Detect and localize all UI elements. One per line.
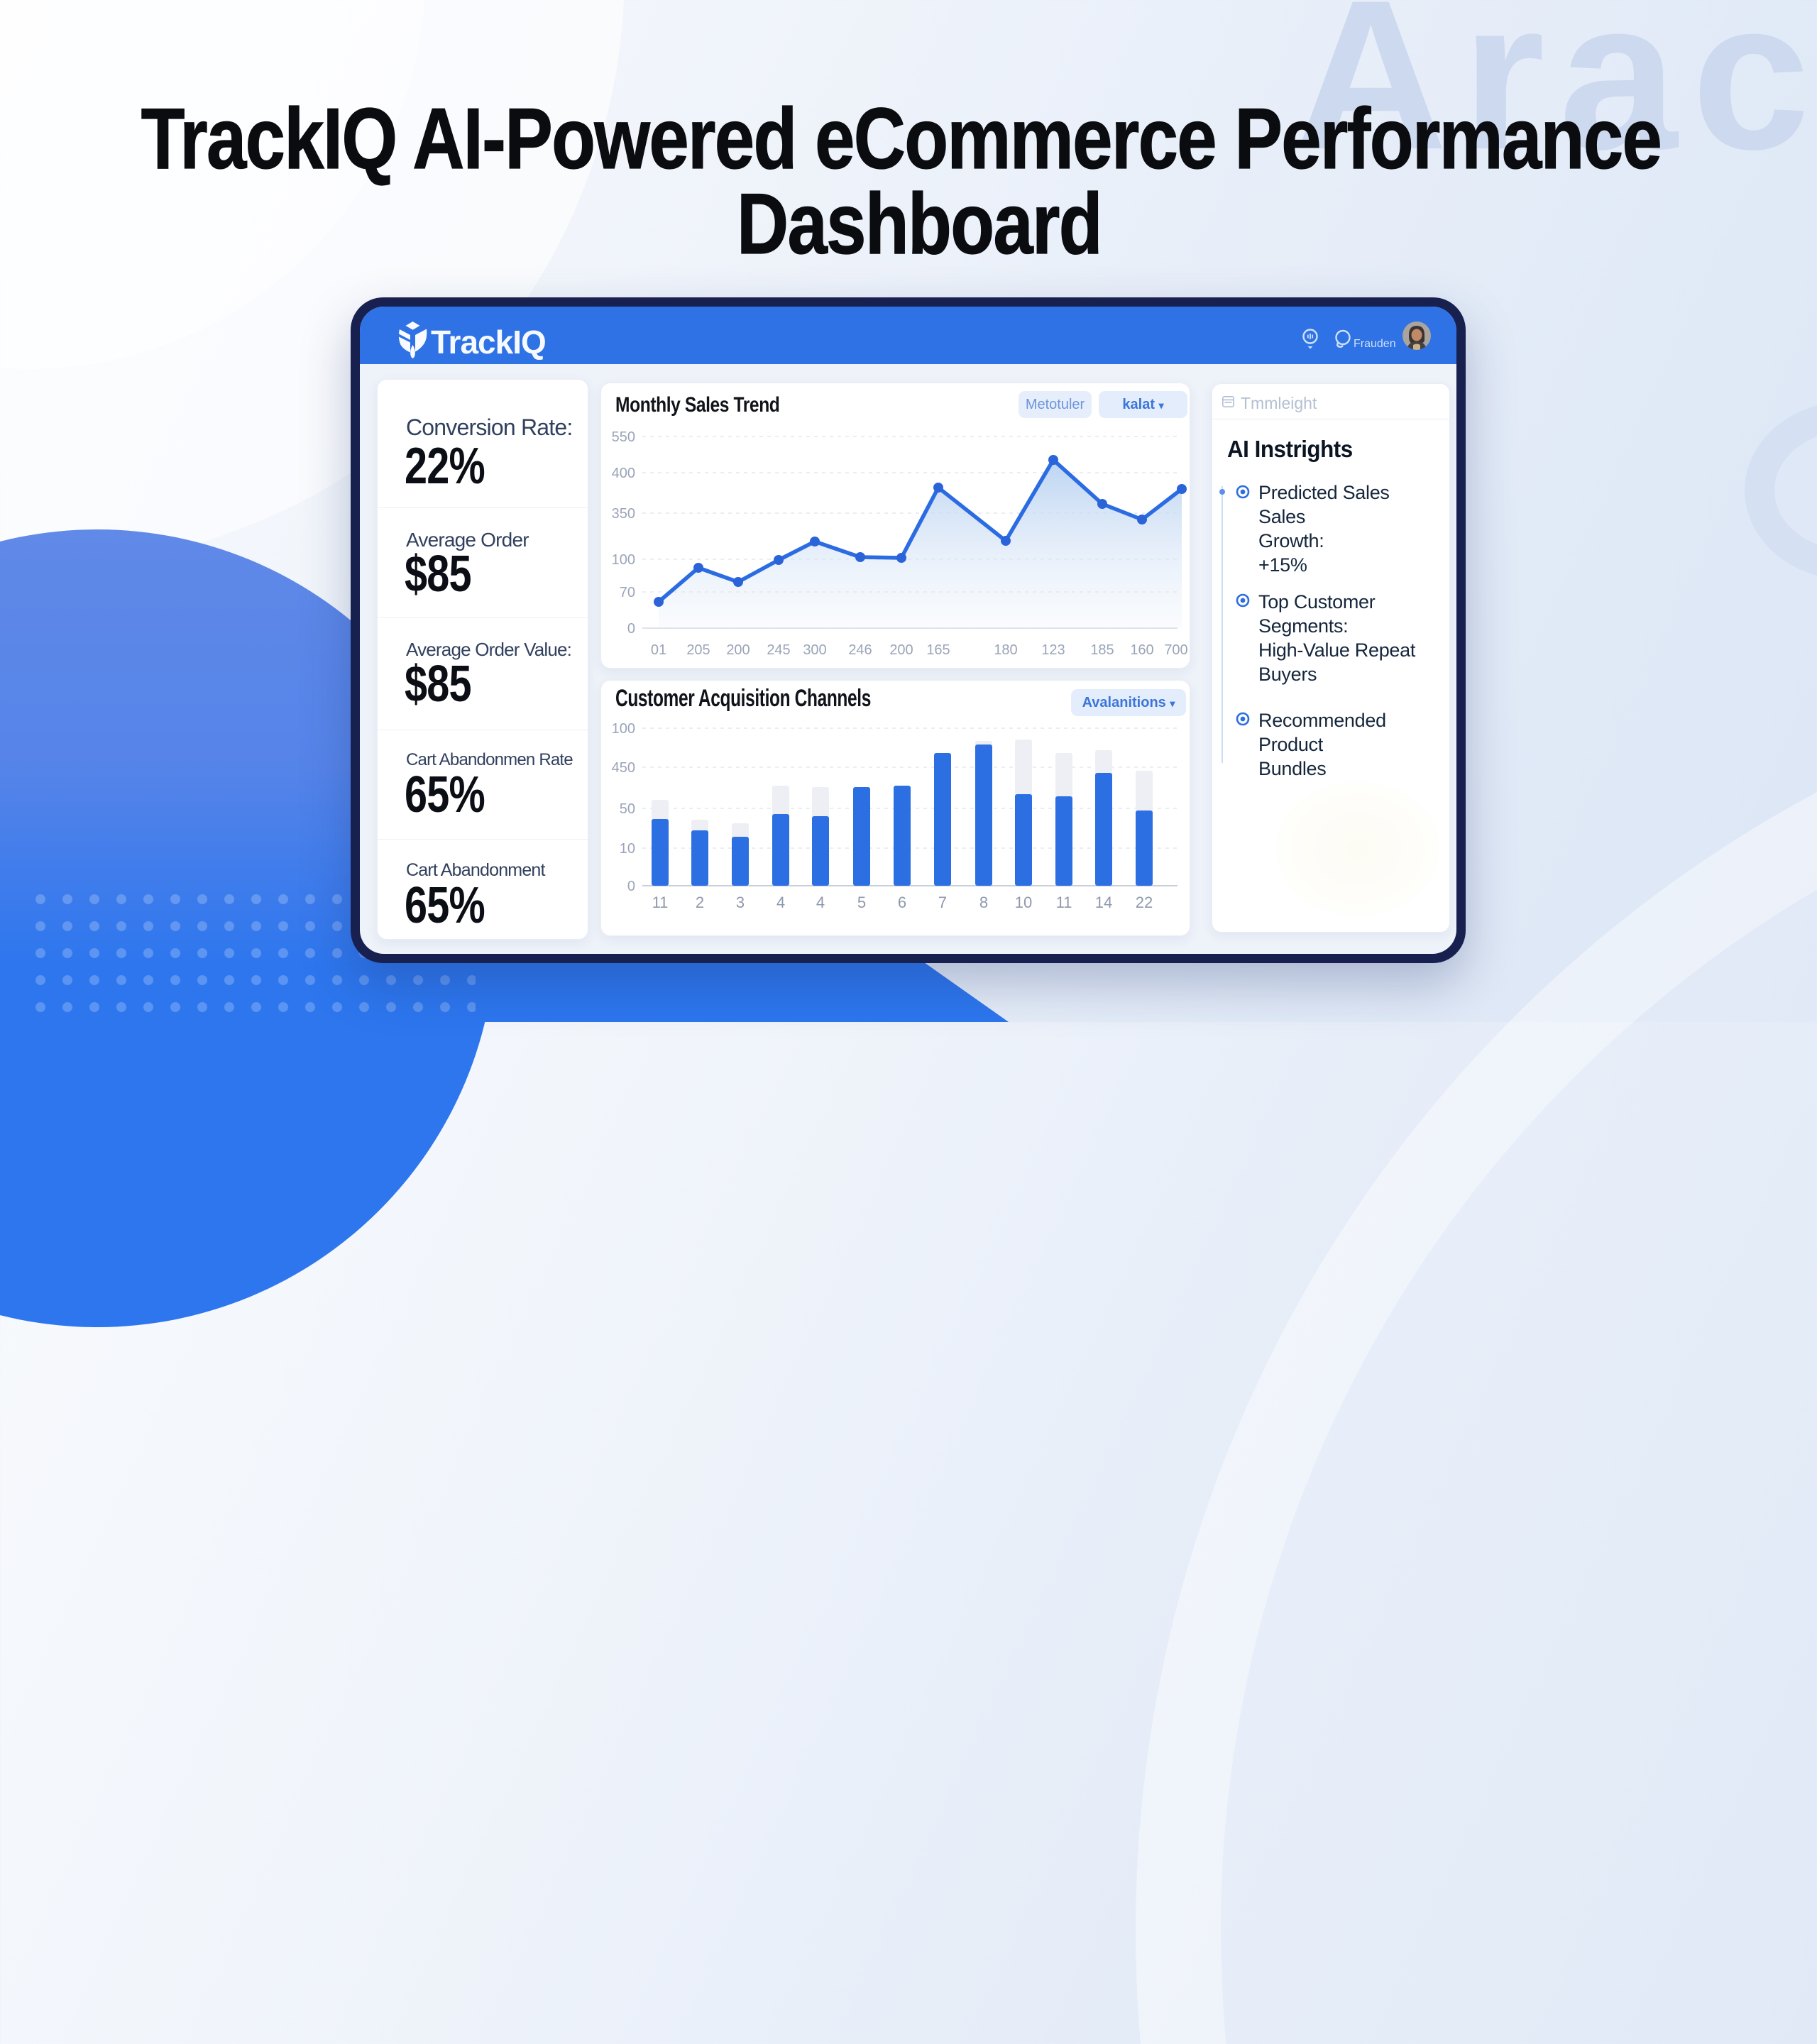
svg-text:185: 185 (1090, 642, 1114, 658)
svg-text:3: 3 (736, 894, 745, 911)
svg-text:11: 11 (1056, 894, 1072, 911)
svg-text:205: 205 (686, 642, 710, 658)
svg-text:200: 200 (889, 642, 913, 658)
svg-text:11: 11 (652, 894, 669, 911)
svg-text:7: 7 (938, 894, 947, 911)
svg-text:5: 5 (857, 894, 866, 911)
svg-text:300: 300 (803, 642, 826, 658)
svg-text:700: 700 (1164, 642, 1187, 658)
svg-text:14: 14 (1095, 894, 1112, 911)
svg-text:22: 22 (1136, 894, 1153, 911)
svg-text:100: 100 (612, 552, 635, 568)
svg-text:4: 4 (776, 894, 785, 911)
svg-text:01: 01 (651, 642, 666, 658)
svg-text:8: 8 (979, 894, 988, 911)
svg-text:550: 550 (612, 429, 635, 445)
svg-text:450: 450 (612, 760, 635, 776)
svg-text:180: 180 (994, 642, 1017, 658)
svg-text:6: 6 (898, 894, 906, 911)
svg-text:400: 400 (612, 466, 635, 481)
svg-text:246: 246 (848, 642, 872, 658)
svg-text:245: 245 (767, 642, 790, 658)
svg-text:2: 2 (696, 894, 704, 911)
svg-text:160: 160 (1130, 642, 1153, 658)
svg-text:165: 165 (926, 642, 950, 658)
svg-text:0: 0 (627, 879, 635, 894)
svg-text:0: 0 (627, 621, 635, 637)
svg-text:10: 10 (1015, 894, 1032, 911)
svg-text:123: 123 (1041, 642, 1065, 658)
svg-text:70: 70 (620, 585, 635, 600)
svg-text:4: 4 (816, 894, 825, 911)
svg-text:10: 10 (620, 841, 635, 857)
svg-text:50: 50 (620, 801, 635, 817)
svg-text:350: 350 (612, 506, 635, 522)
svg-text:200: 200 (726, 642, 750, 658)
svg-text:100: 100 (612, 721, 635, 737)
